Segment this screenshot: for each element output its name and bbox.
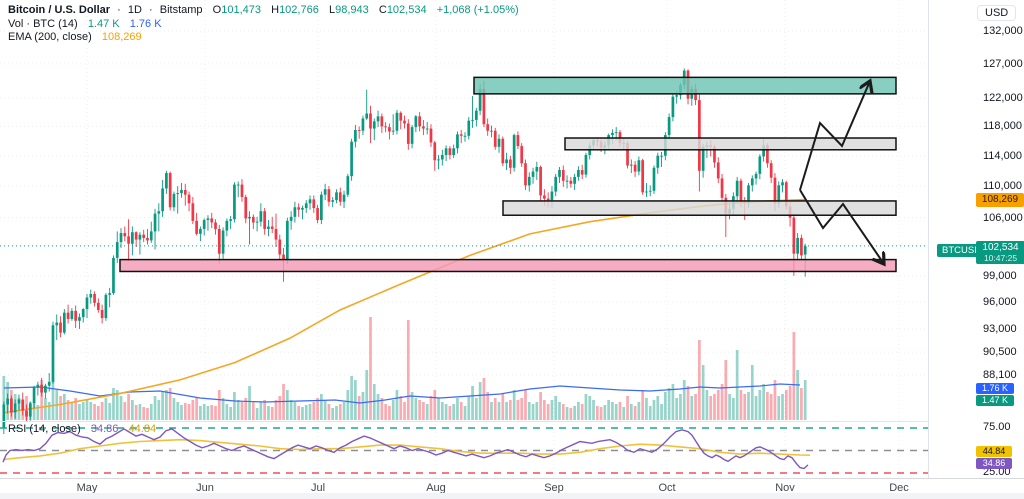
candles <box>2 68 807 434</box>
ema-value: 108,269 <box>101 31 142 43</box>
symbol-title[interactable]: Bitcoin / U.S. Dollar <box>8 4 111 16</box>
price-tick-label: 99,000 <box>983 269 1017 282</box>
rsi-line <box>2 428 809 470</box>
low-label: L <box>328 4 336 16</box>
month-label: Jun <box>196 482 214 494</box>
price-tick-label: 127,000 <box>983 57 1023 70</box>
price-tick-label: 114,000 <box>983 149 1022 162</box>
price-tick-label: 93,000 <box>983 322 1017 335</box>
supply-zone-mid[interactable] <box>564 137 897 151</box>
symbol-info-row[interactable]: Bitcoin / U.S. Dollar · 1D · Bitstamp O1… <box>8 4 519 18</box>
bearish-scenario-arrow[interactable] <box>799 189 884 264</box>
volume-indicator-row[interactable]: Vol · BTC (14) 1.47 K 1.76 K <box>8 18 519 32</box>
price-tick-label: 132,000 <box>983 25 1023 37</box>
month-label: Dec <box>889 482 909 494</box>
rsi-value: 34.86 <box>90 423 119 435</box>
last-price-badge: 102,534 10:47:25 <box>976 241 1024 264</box>
exchange-label[interactable]: Bitstamp <box>159 4 203 16</box>
rsi-pane <box>0 427 928 474</box>
bar-countdown: 10:47:25 <box>983 253 1018 263</box>
gridlines <box>0 0 928 478</box>
symbol-badge: BTCUSD <box>937 244 987 257</box>
currency-button[interactable]: USD <box>977 5 1017 21</box>
change-value: +1,068 (+1.05%) <box>436 4 519 16</box>
rsi-ma-badge: 44.84 <box>976 446 1012 457</box>
price-tick-label: 88,100 <box>983 369 1017 381</box>
last-price-value: 102,534 <box>982 242 1019 253</box>
ema-price-badge: 108,269 <box>976 193 1024 207</box>
breaker-zone[interactable] <box>502 200 897 216</box>
volume-value: 1.47 K <box>87 17 120 30</box>
month-label: Sep <box>544 482 564 494</box>
rsi-ma-line <box>2 438 811 461</box>
demand-zone[interactable] <box>119 258 897 273</box>
rsi-upper-band-label: 75.00 <box>983 421 1011 433</box>
ema-indicator-label[interactable]: EMA (200, close) <box>8 31 92 43</box>
volume-indicator-label[interactable]: Vol · BTC (14) <box>8 17 78 30</box>
open-label: O <box>212 4 222 16</box>
price-tick-label: 118,000 <box>983 120 1022 133</box>
month-label: Aug <box>426 482 446 494</box>
price-tick-label: 110,000 <box>983 180 1022 193</box>
price-axis[interactable]: USD 132,000 127,000 122,000 118,000 114,000 1… <box>928 0 1024 478</box>
high-label: H <box>271 4 280 16</box>
month-label: Nov <box>775 482 795 494</box>
scenario-arrows[interactable] <box>799 81 884 264</box>
separator-dot: · <box>149 4 153 16</box>
drawn-zones[interactable] <box>119 76 897 273</box>
open-value: 101,473 <box>221 4 261 16</box>
month-label: May <box>76 482 98 494</box>
interval-label[interactable]: 1D <box>127 4 142 16</box>
legend-panel: Bitcoin / U.S. Dollar · 1D · Bitstamp O1… <box>8 4 519 45</box>
rsi-lower-band-label: 25.00 <box>983 466 1011 478</box>
high-value: 102,766 <box>279 4 319 16</box>
separator-dot: · <box>117 4 121 16</box>
price-tick-label: 90,500 <box>983 346 1017 359</box>
volume-ma-value: 1.76 K <box>129 17 162 30</box>
price-tick-label: 122,000 <box>983 92 1023 105</box>
close-value: 102,534 <box>386 4 427 16</box>
rsi-value-badge: 34.86 <box>976 457 1012 469</box>
volume-ma-badge: 1.76 K <box>976 383 1014 394</box>
low-value: 98,943 <box>335 4 369 16</box>
bullish-scenario-arrow[interactable] <box>799 81 870 191</box>
month-label: Jul <box>310 482 326 494</box>
price-tick-label: 96,000 <box>983 295 1017 308</box>
rsi-ma-value: 44.84 <box>128 423 157 435</box>
ema-indicator-row[interactable]: EMA (200, close) 108,269 <box>8 31 519 45</box>
rsi-indicator-row[interactable]: RSI (14, close) 34.86 44.84 <box>8 423 156 435</box>
month-label: Oct <box>658 482 676 494</box>
supply-zone-ath[interactable] <box>473 76 897 95</box>
price-tick-label: 106,000 <box>983 211 1023 224</box>
window-edge <box>0 493 1024 499</box>
volume-ma-line <box>3 383 801 404</box>
volume-bars <box>2 317 807 420</box>
rsi-indicator-label[interactable]: RSI (14, close) <box>8 423 81 435</box>
close-label: C <box>378 4 387 16</box>
volume-badge: 1.47 K <box>976 394 1014 406</box>
